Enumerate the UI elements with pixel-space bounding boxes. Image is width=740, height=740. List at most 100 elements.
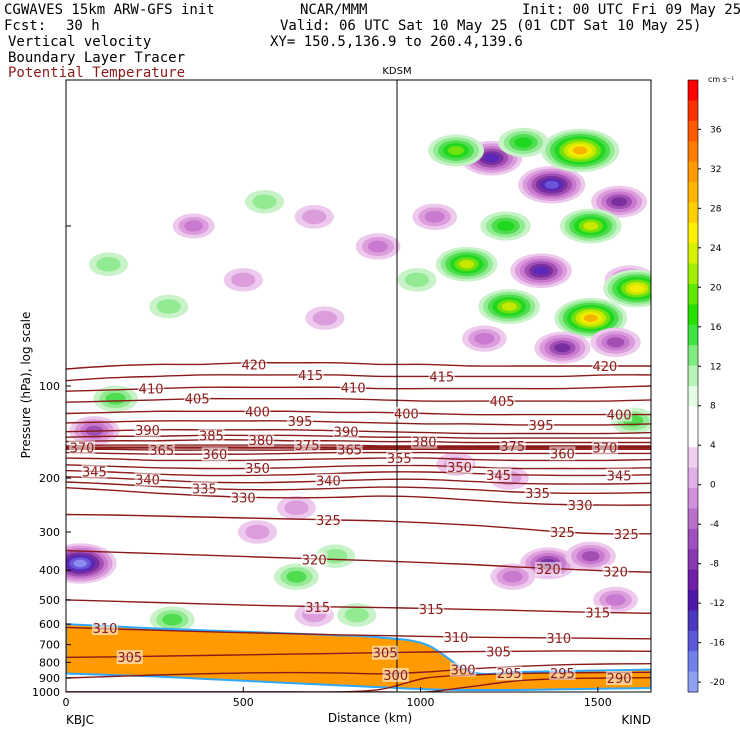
w-cell-3 bbox=[428, 134, 484, 167]
theta-label-bg-6 bbox=[184, 391, 211, 406]
w-cell-5 bbox=[540, 128, 620, 173]
theta-label-bg-55 bbox=[496, 666, 523, 681]
colorbar-swatch-3 bbox=[688, 141, 698, 162]
colorbar-swatch-20 bbox=[688, 488, 698, 509]
w-cell-38 bbox=[276, 495, 317, 520]
w-cell-21 bbox=[88, 252, 129, 277]
w-cell-6-level-2 bbox=[424, 210, 445, 223]
theta-label-bg-23 bbox=[336, 442, 363, 457]
theta-contour-labels: 420 420 415 415 410 410 405 405 400 400 400 395 395 3… bbox=[68, 357, 640, 687]
theta-label-325: 325 bbox=[550, 526, 575, 541]
theta-label-bg-44 bbox=[304, 599, 331, 614]
w-cell-8-level-5 bbox=[583, 221, 599, 231]
w-cell-22-level-1 bbox=[231, 272, 256, 288]
theta-contour-300 bbox=[66, 663, 651, 679]
colorbar: 36 32 28 24 20 16 12 8 4 0 -4 -8 -12 -16 -20 bbox=[687, 79, 725, 693]
theta-label-bg-25 bbox=[549, 446, 576, 461]
x-start-station: KBJC bbox=[66, 713, 94, 727]
colorbar-label-20: 20 bbox=[710, 283, 722, 293]
theta-label-345: 345 bbox=[607, 469, 632, 484]
theta-label-380: 380 bbox=[249, 434, 274, 449]
theta-label-295: 295 bbox=[497, 667, 522, 682]
w-cell-22 bbox=[223, 268, 263, 292]
w-cell-39-level-2 bbox=[162, 613, 183, 626]
w-cell-5-level-7 bbox=[572, 146, 588, 155]
theta-label-325: 325 bbox=[614, 528, 639, 543]
colorbar-swatch-12 bbox=[688, 324, 698, 346]
theta-label-415: 415 bbox=[429, 370, 454, 385]
y-tick-label-600: 600 bbox=[39, 618, 60, 631]
colorbar-swatch-8 bbox=[688, 243, 698, 264]
theta-contour-335 bbox=[66, 481, 651, 495]
theta-label-300: 300 bbox=[451, 664, 476, 679]
theta-label-385: 385 bbox=[199, 429, 224, 444]
theta-label-bg-8 bbox=[244, 404, 271, 419]
theta-label-bg-52 bbox=[485, 644, 512, 659]
theta-label-390: 390 bbox=[135, 424, 160, 439]
colorbar-swatch-26 bbox=[688, 610, 698, 632]
theta-label-350: 350 bbox=[245, 462, 270, 477]
colorbar-label-24: 24 bbox=[710, 244, 722, 254]
w-cell-14 bbox=[603, 269, 651, 308]
w-cell-10 bbox=[510, 253, 572, 289]
theta-label-bg-46 bbox=[584, 605, 611, 620]
colorbar-swatch-19 bbox=[688, 467, 698, 489]
theta-contour-400 bbox=[66, 410, 651, 416]
theta-label-bg-19 bbox=[499, 438, 526, 453]
theta-label-310: 310 bbox=[546, 632, 571, 647]
theta-label-340: 340 bbox=[135, 473, 160, 488]
theta-label-bg-38 bbox=[315, 513, 342, 527]
theta-label-bg-37 bbox=[567, 498, 594, 513]
theta-label-bg-30 bbox=[485, 467, 512, 482]
colorbar-swatch-2 bbox=[688, 120, 698, 142]
theta-label-355: 355 bbox=[387, 452, 412, 467]
theta-label-395: 395 bbox=[288, 415, 313, 430]
theta-label-320: 320 bbox=[536, 563, 561, 578]
theta-label-bg-35 bbox=[524, 486, 551, 501]
theta-contour-330 bbox=[66, 487, 651, 506]
theta-label-345: 345 bbox=[486, 469, 511, 484]
colorbar-label-28: 28 bbox=[710, 204, 722, 214]
theta-label-bg-31 bbox=[606, 468, 633, 483]
colorbar-unit: cm s⁻¹ bbox=[708, 75, 734, 84]
theta-label-375: 375 bbox=[295, 439, 320, 454]
theta-label-295: 295 bbox=[550, 667, 575, 682]
colorbar-label-4: 4 bbox=[710, 441, 716, 451]
y-tick-label-900: 900 bbox=[39, 672, 60, 685]
w-cell-25 bbox=[244, 189, 285, 214]
theta-label-305: 305 bbox=[373, 647, 398, 662]
colorbar-swatch-13 bbox=[688, 345, 698, 366]
theta-label-bg-49 bbox=[545, 631, 572, 645]
theta-label-400: 400 bbox=[607, 409, 632, 424]
theta-contour-305 bbox=[66, 650, 651, 658]
w-cell-32-level-3 bbox=[581, 551, 600, 562]
colorbar-frame bbox=[687, 79, 699, 693]
theta-label-bg-18 bbox=[294, 438, 321, 453]
w-cell-9-level-5 bbox=[459, 260, 475, 269]
theta-contour-420 bbox=[66, 362, 651, 370]
theta-contour-405 bbox=[66, 397, 651, 403]
theta-label-bg-48 bbox=[442, 629, 470, 644]
theta-label-bg-20 bbox=[68, 440, 96, 455]
w-cell-20-level-2 bbox=[368, 240, 388, 253]
theta-label-405: 405 bbox=[490, 395, 515, 410]
theta-label-bg-40 bbox=[613, 526, 640, 541]
w-cell-7 bbox=[480, 211, 531, 241]
colorbar-label-16: 16 bbox=[710, 323, 722, 333]
w-cell-1-level-6 bbox=[544, 180, 559, 189]
colorbar-swatch-24 bbox=[688, 569, 698, 591]
y-tick-label-300: 300 bbox=[39, 526, 60, 539]
theta-label-360: 360 bbox=[202, 448, 227, 463]
theta-label-bg-26 bbox=[386, 451, 413, 466]
theta-label-bg-2 bbox=[297, 367, 324, 382]
w-cell-12 bbox=[478, 289, 540, 324]
xy-endpoints: XY= 150.5,136.9 to 260.4,139.6 bbox=[270, 34, 523, 50]
theta-label-bg-29 bbox=[81, 464, 108, 479]
theta-label-bg-27 bbox=[244, 460, 271, 475]
w-cell-39 bbox=[149, 606, 195, 633]
colorbar-label-32: 32 bbox=[710, 165, 721, 175]
field-boundary-layer-tracer: Boundary Layer Tracer bbox=[8, 50, 186, 66]
colorbar-swatch-1 bbox=[688, 100, 698, 122]
w-cell-26 bbox=[397, 268, 437, 292]
